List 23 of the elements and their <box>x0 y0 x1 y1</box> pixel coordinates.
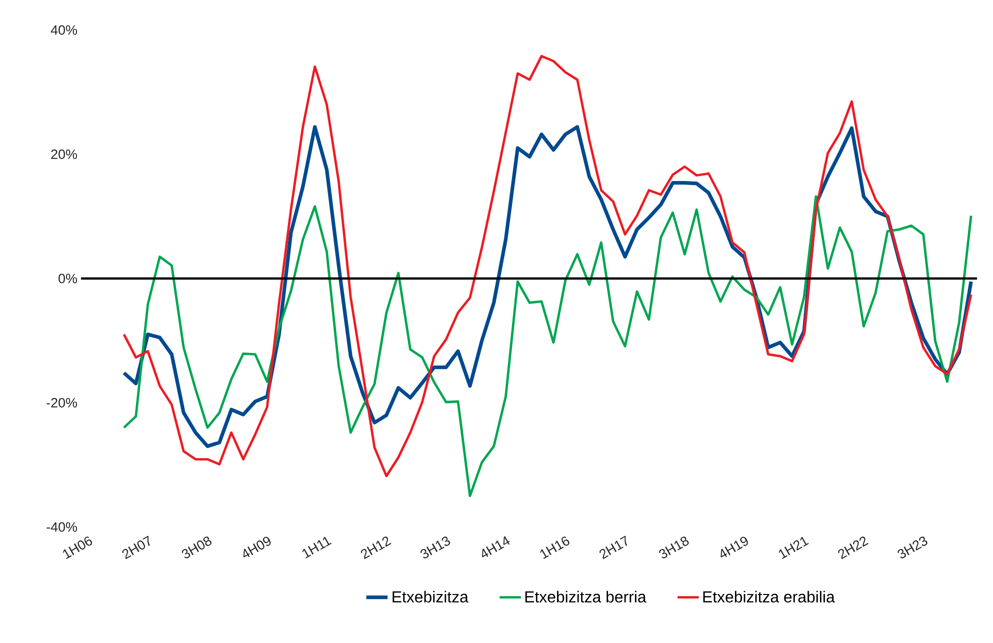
line-series <box>122 195 972 498</box>
line-series <box>122 54 972 478</box>
x-tick-label: 1H21 <box>778 536 809 559</box>
x-tick-label: 4H09 <box>243 536 271 558</box>
x-tick-label: 1H06 <box>62 536 92 559</box>
x-tick-label: 4H19 <box>720 536 748 558</box>
y-tick-label: -40% <box>46 522 77 532</box>
legend-label: Etxebizitza erabilia <box>703 590 835 603</box>
x-tick-label: 3H18 <box>659 536 689 558</box>
x-tick-label: 2H12 <box>360 536 392 560</box>
y-tick-label: 40% <box>50 25 77 35</box>
x-tick-label: 2H22 <box>838 536 868 560</box>
x-tick-label: 4H14 <box>482 536 510 558</box>
x-tick-label: 3H08 <box>182 536 212 558</box>
y-tick-label: 20% <box>51 149 77 160</box>
x-tick-label: 1H11 <box>302 536 332 558</box>
y-tick-label: -20% <box>46 398 77 408</box>
x-tick-label: 3H23 <box>898 536 928 558</box>
x-tick-label: 3H13 <box>420 536 450 558</box>
legend-label: Etxebizitza berria <box>525 590 646 603</box>
y-tick-label: 0% <box>58 274 78 284</box>
x-tick-label: 1H16 <box>540 536 570 559</box>
legend-label: Etxebizitza <box>392 590 468 603</box>
